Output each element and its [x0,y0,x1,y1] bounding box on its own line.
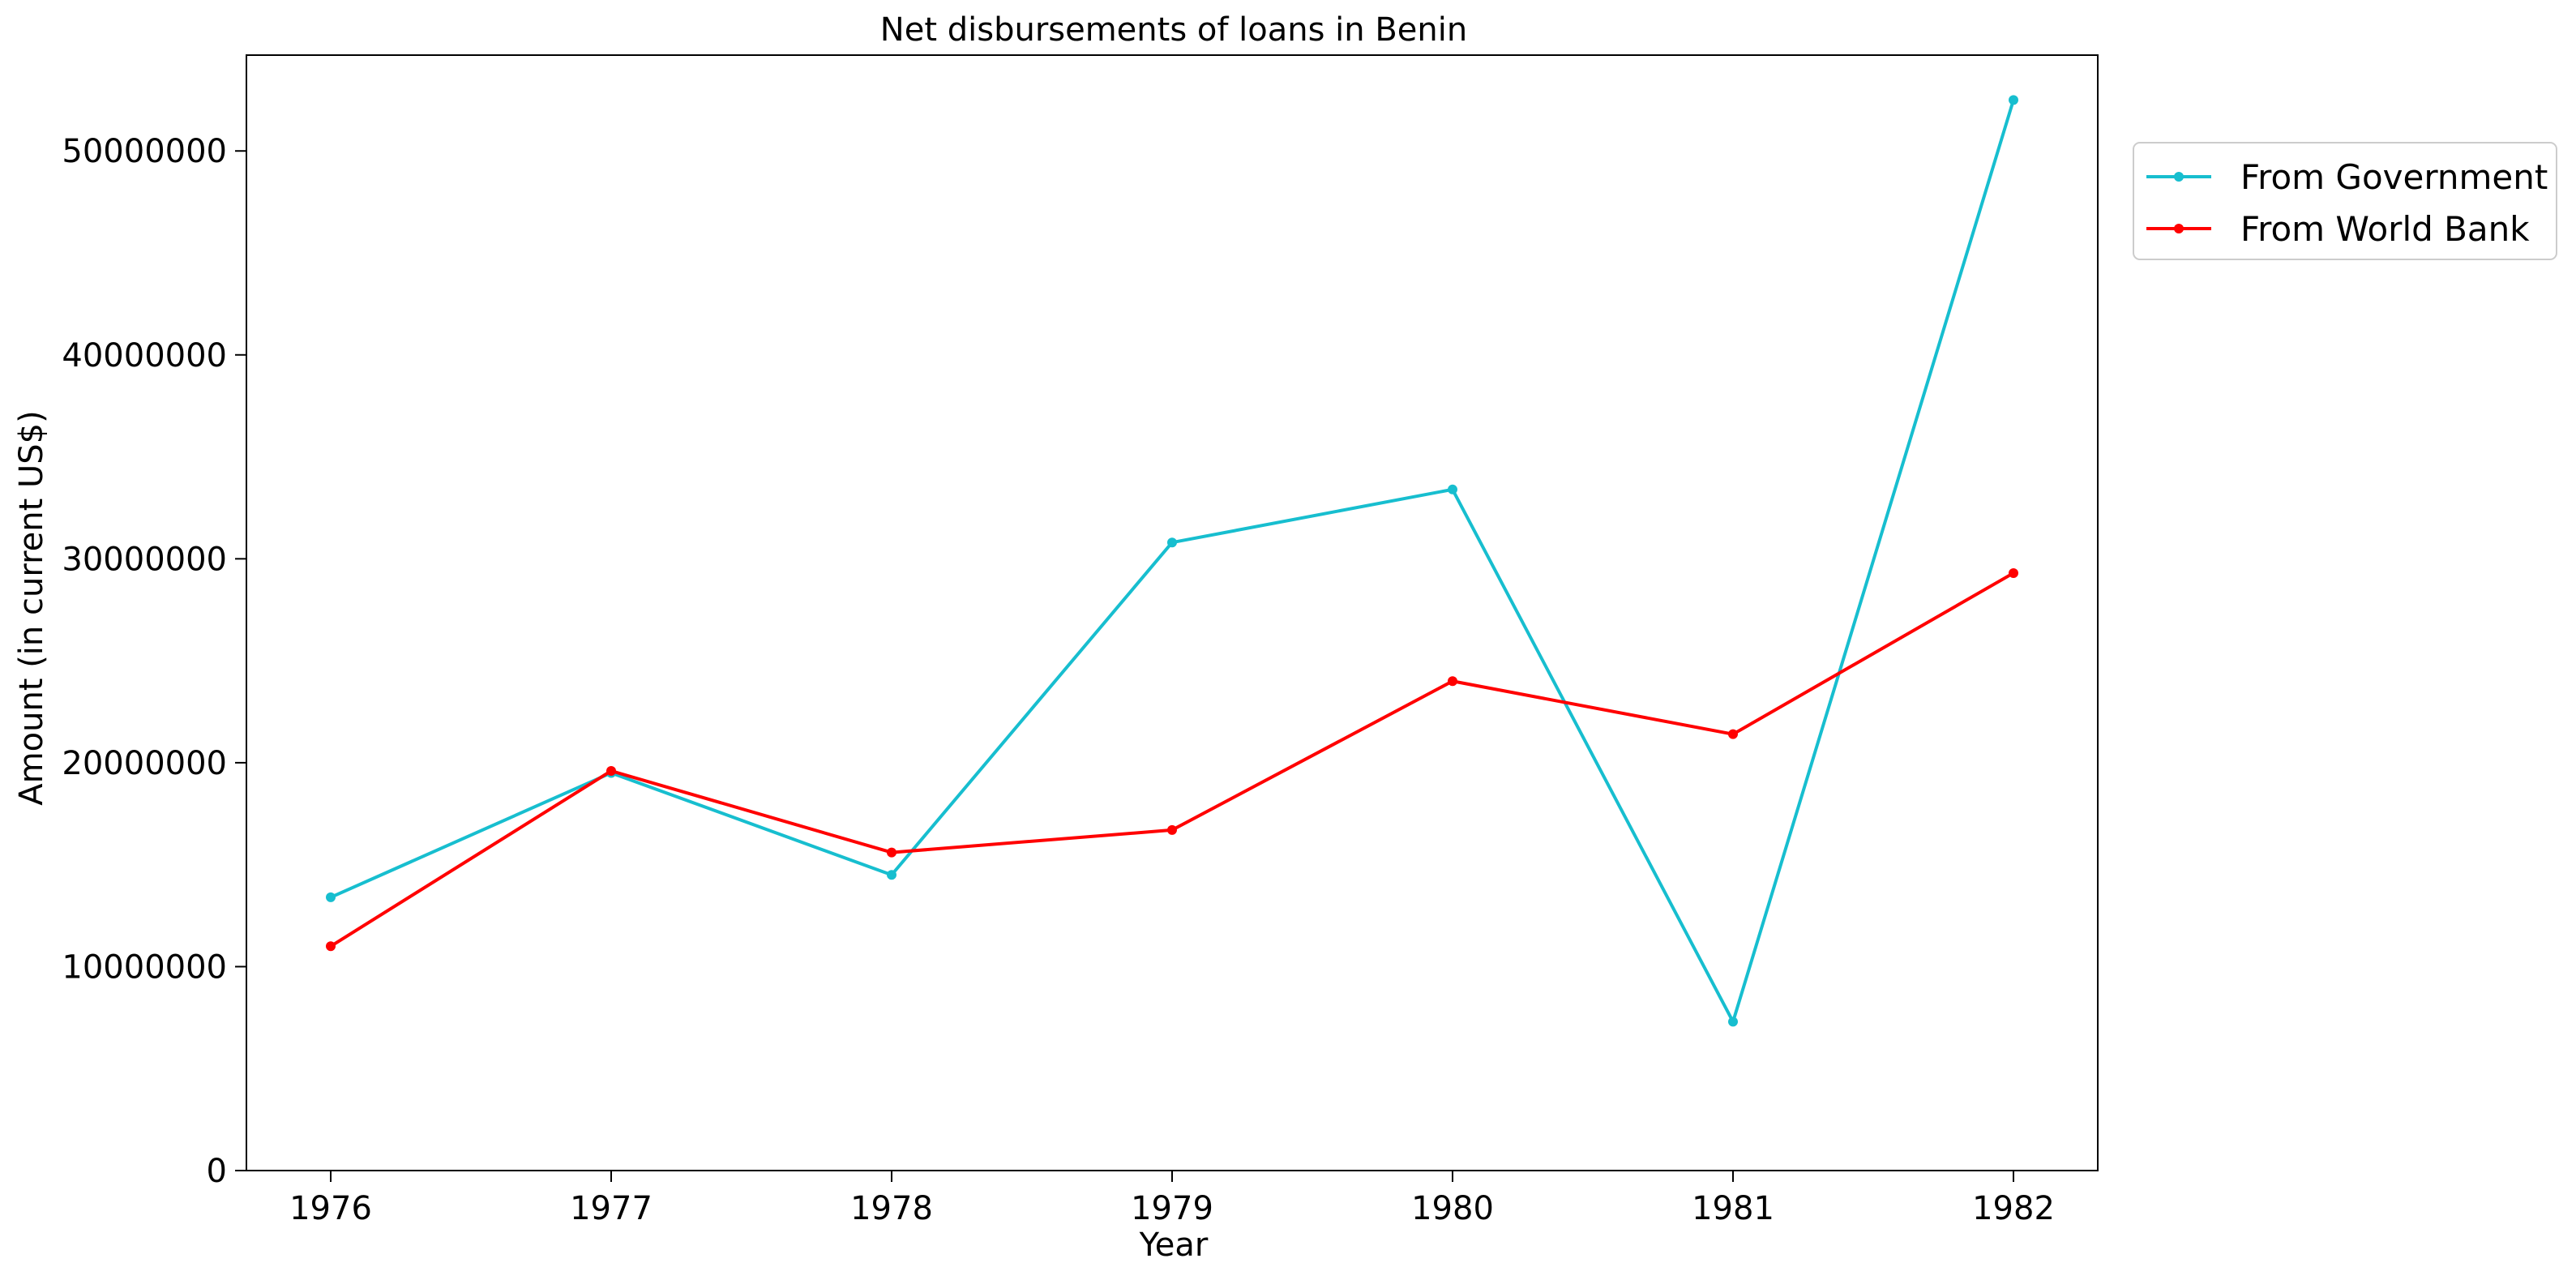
x-axis-label: Year [1139,1226,1209,1264]
data-point [887,847,896,858]
legend-marker [2174,224,2184,233]
data-point [606,765,616,776]
x-axis: 1976 1977 1978 1979 1980 1981 1982 [289,1171,2055,1227]
series-line [330,99,2015,1024]
legend-label: From Government [2240,157,2548,197]
plot-area [246,54,2099,1171]
legend: From Government From World Bank [2133,142,2557,260]
x-tick-label: 1978 [850,1190,933,1227]
data-point [2009,567,2018,578]
x-tick-label: 1980 [1411,1190,1494,1227]
data-point [1167,537,1177,548]
plot-frame [246,54,2099,1171]
y-tick-label: 50000000 [62,133,227,170]
data-point [1728,1017,1738,1027]
x-tick-label: 1979 [1131,1190,1213,1227]
y-tick-label: 40000000 [62,337,227,375]
data-point [887,870,896,880]
legend-marker [2174,172,2184,182]
y-axis: 0 10000000 20000000 30000000 40000000 5000000… [62,133,246,1190]
x-tick-label: 1976 [289,1190,372,1227]
series-1 [326,567,2018,952]
series-line [329,572,2014,948]
legend-label: From World Bank [2240,209,2530,249]
x-tick-label: 1982 [1972,1190,2055,1227]
data-point [1167,824,1177,835]
x-tick-label: 1981 [1692,1190,1774,1227]
data-point [2009,95,2018,105]
legend-item: From Government [2146,157,2548,197]
y-axis-label: Amount (in current US$) [13,410,50,805]
x-tick-label: 1977 [570,1190,653,1227]
data-point [326,941,336,952]
data-point [1728,729,1738,739]
data-point [1448,484,1457,494]
series-layer [326,95,2018,1027]
y-tick-label: 20000000 [62,745,227,782]
series-0 [326,95,2018,1027]
data-point [326,892,336,902]
y-tick-label: 0 [207,1153,227,1190]
y-tick-label: 10000000 [62,948,227,986]
y-tick-label: 30000000 [62,541,227,578]
legend-item: From World Bank [2146,209,2530,249]
chart-title: Net disbursements of loans in Benin [880,11,1467,49]
legend-box [2133,142,2557,260]
data-point [1448,676,1457,687]
